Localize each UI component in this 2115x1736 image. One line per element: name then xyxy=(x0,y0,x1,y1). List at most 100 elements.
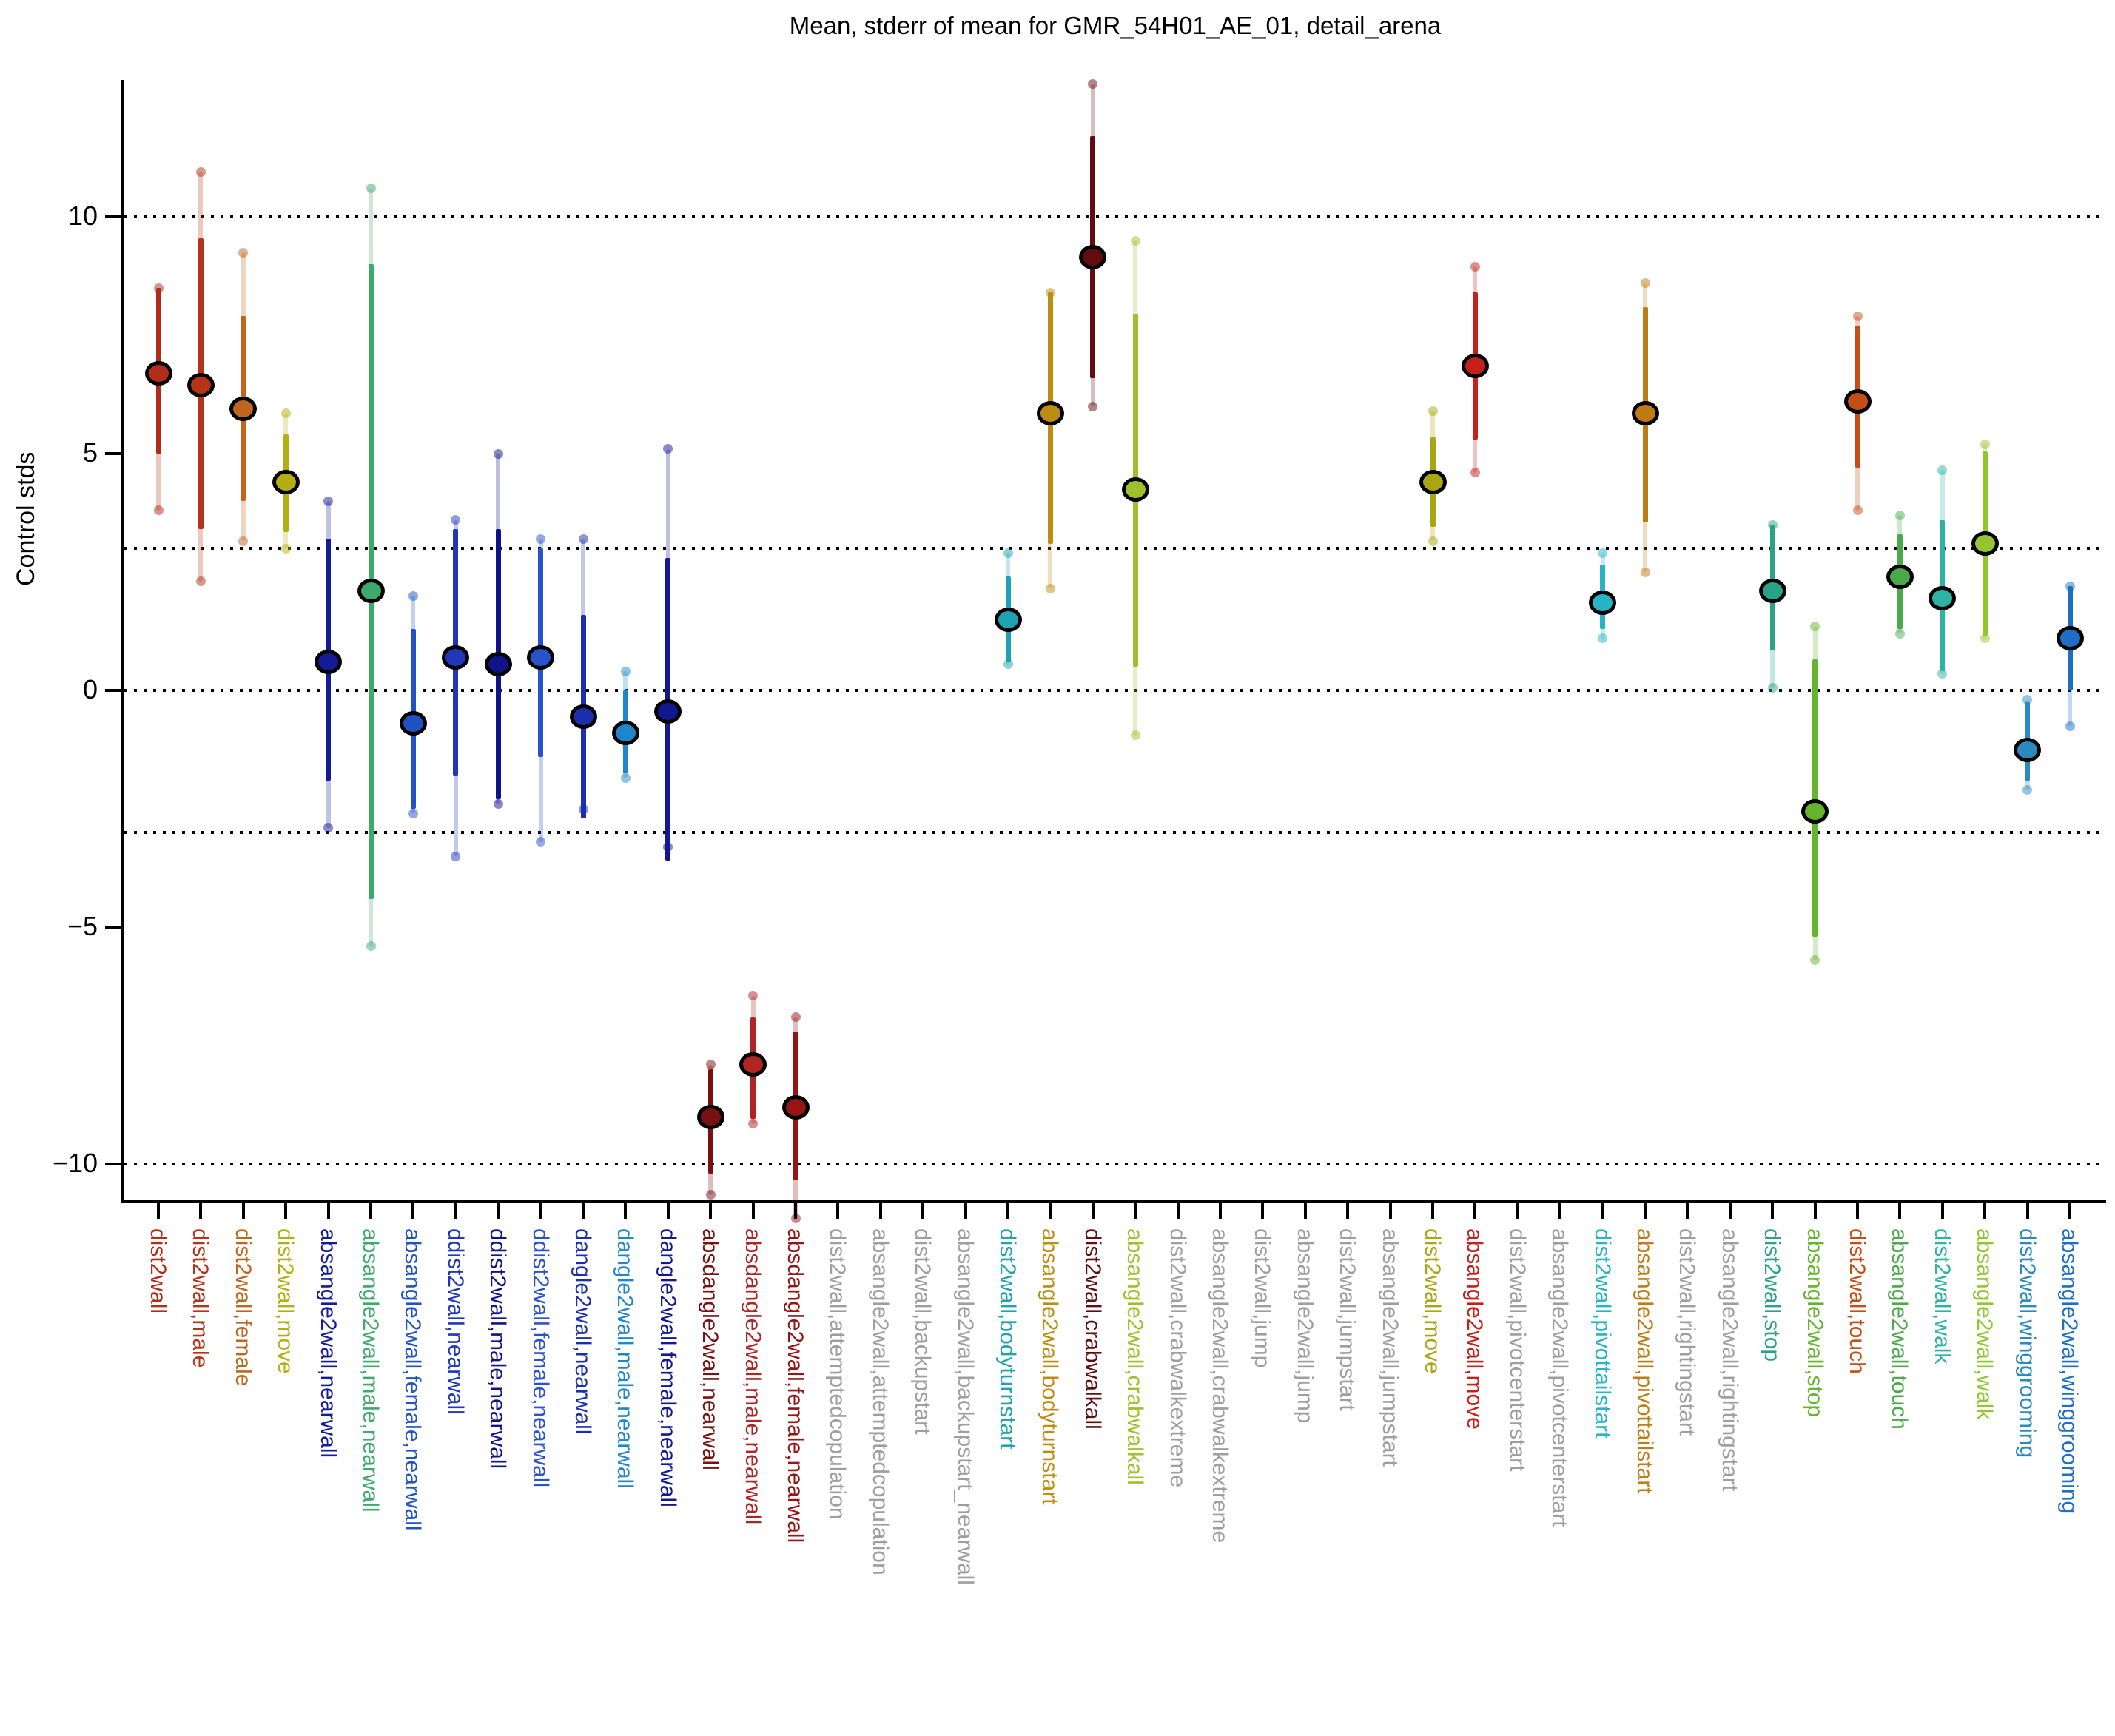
x-tick xyxy=(582,1203,585,1219)
x-category-label: dangle2wall,female,nearwall xyxy=(655,1228,680,1507)
x-tick xyxy=(2025,1203,2029,1219)
std-bar-cap xyxy=(1003,548,1013,558)
y-tick xyxy=(105,452,121,455)
x-tick xyxy=(1813,1203,1817,1219)
mean-dot xyxy=(229,396,258,421)
mean-dot xyxy=(1419,469,1447,494)
std-bar-cap xyxy=(1088,401,1098,411)
std-bar-cap xyxy=(1980,633,1990,644)
mean-dot xyxy=(1461,354,1489,379)
x-category-label: absangle2wall,attemptedcopulation xyxy=(867,1228,892,1575)
std-bar-cap xyxy=(451,851,461,861)
std-bar-cap xyxy=(536,837,546,847)
x-tick xyxy=(1940,1203,1944,1219)
x-category-label: ddist2wall,male,nearwall xyxy=(485,1228,511,1470)
std-bar-cap xyxy=(408,808,418,818)
x-category-label: absdangle2wall,nearwall xyxy=(698,1228,723,1470)
mean-dot xyxy=(994,607,1022,632)
y-axis-label: Control stds xyxy=(12,451,40,586)
x-category-label: dist2wall,female xyxy=(230,1228,255,1387)
x-category-label: absangle2wall,touch xyxy=(1887,1228,1912,1430)
x-category-label: ddist2wall,female,nearwall xyxy=(528,1228,553,1488)
mean-dot xyxy=(611,721,639,746)
std-bar-cap xyxy=(1767,683,1778,693)
std-bar-cap xyxy=(451,515,461,525)
x-tick xyxy=(199,1203,203,1219)
mean-dot xyxy=(1843,389,1872,414)
x-category-label: dist2wall,pivottailstart xyxy=(1590,1228,1615,1439)
y-tick xyxy=(105,926,121,929)
x-category-label: absangle2wall,rightingstart xyxy=(1717,1228,1742,1492)
std-bar-cap xyxy=(620,773,631,783)
mean-dot xyxy=(2056,626,2084,651)
mean-dot xyxy=(696,1104,724,1129)
std-bar-cap xyxy=(536,534,546,544)
y-tick-label: −10 xyxy=(52,1148,98,1178)
chart-title: Mean, stderr of mean for GMR_54H01_AE_01… xyxy=(789,12,1442,39)
std-bar-cap xyxy=(1470,468,1480,478)
std-bar-cap xyxy=(1852,311,1863,321)
mean-dot xyxy=(569,704,597,729)
x-category-label: dist2wall,winggrooming xyxy=(2014,1228,2040,1459)
x-tick xyxy=(1983,1203,1987,1219)
x-tick xyxy=(1644,1203,1647,1219)
y-tick-label: 5 xyxy=(82,437,98,468)
stderr-bar xyxy=(1812,659,1818,937)
x-category-label: absangle2wall,nearwall xyxy=(315,1228,340,1459)
std-bar-cap xyxy=(1428,536,1438,546)
x-category-label: ddist2wall,nearwall xyxy=(443,1228,468,1415)
std-bar-cap xyxy=(748,1119,759,1129)
x-category-label: absdangle2wall,female,nearwall xyxy=(783,1228,807,1544)
x-tick xyxy=(1558,1203,1562,1219)
mean-dot xyxy=(1036,401,1064,426)
mean-dot xyxy=(739,1052,767,1077)
x-tick xyxy=(1388,1203,1392,1219)
x-category-label: absangle2wall,female,nearwall xyxy=(400,1228,426,1531)
std-bar-cap xyxy=(195,166,206,177)
x-tick xyxy=(1601,1203,1604,1219)
mean-dot xyxy=(315,650,343,675)
std-bar-cap xyxy=(493,799,503,810)
x-category-label: dist2wall,move xyxy=(273,1228,298,1374)
x-axis-spine xyxy=(121,1200,2106,1203)
x-tick xyxy=(709,1203,713,1219)
mean-dot xyxy=(484,652,512,677)
x-category-label: dist2wall,rightingstart xyxy=(1675,1228,1700,1436)
x-category-label: dist2wall,bodyturnstart xyxy=(995,1228,1020,1450)
mean-dot xyxy=(527,645,555,670)
x-tick xyxy=(1686,1203,1689,1219)
x-category-label: dist2wall,move xyxy=(1420,1228,1445,1374)
std-bar-cap xyxy=(1894,510,1905,520)
x-tick xyxy=(964,1203,967,1219)
std-bar-cap xyxy=(1640,278,1650,289)
x-category-label: dist2wall,walk xyxy=(1929,1228,1954,1365)
x-category-label: absangle2wall,crabwalkall xyxy=(1123,1228,1148,1485)
x-category-label: dist2wall,backupstart xyxy=(910,1228,935,1435)
std-bar-cap xyxy=(578,534,588,544)
x-tick xyxy=(624,1203,628,1219)
mean-dot xyxy=(442,645,470,670)
std-bar-cap xyxy=(1852,505,1863,516)
mean-dot xyxy=(654,699,682,724)
std-bar-cap xyxy=(1598,633,1608,644)
x-tick xyxy=(539,1203,542,1219)
x-tick xyxy=(1728,1203,1732,1219)
gridline-y-3 xyxy=(124,831,2106,834)
gridline-y-10 xyxy=(124,1163,2106,1165)
mean-dot xyxy=(1971,531,1999,556)
std-bar-cap xyxy=(748,991,759,1001)
std-bar-cap xyxy=(1937,465,1948,475)
std-bar-cap xyxy=(366,184,376,194)
x-tick xyxy=(878,1203,882,1219)
x-category-label: dist2wall,jumpstart xyxy=(1335,1228,1360,1411)
y-tick xyxy=(105,215,121,218)
std-bar-cap xyxy=(1130,730,1140,741)
x-tick xyxy=(1856,1203,1859,1219)
x-category-label: absangle2wall,pivotcenterstart xyxy=(1547,1228,1573,1527)
std-bar-cap xyxy=(195,576,206,587)
std-bar-cap xyxy=(153,505,164,516)
std-bar-cap xyxy=(408,591,418,601)
std-bar-cap xyxy=(1470,261,1480,272)
x-tick xyxy=(1176,1203,1180,1219)
y-axis-spine xyxy=(121,80,124,1203)
